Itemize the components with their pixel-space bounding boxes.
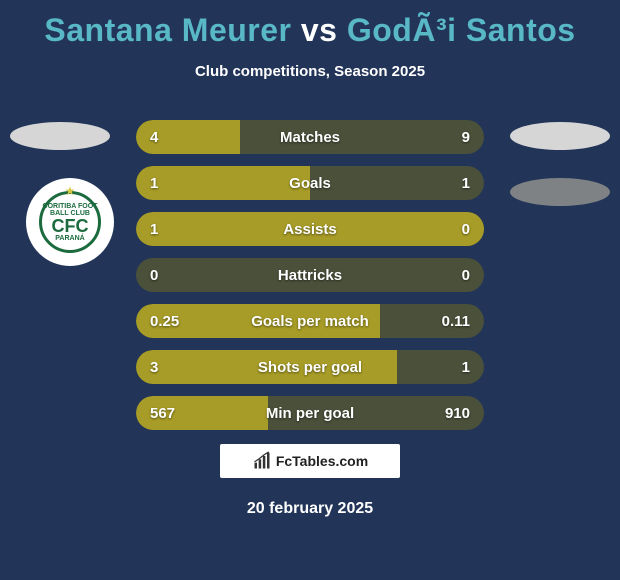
stat-label: Goals <box>136 166 484 200</box>
subtitle: Club competitions, Season 2025 <box>0 63 620 80</box>
stat-row: 4Matches9 <box>136 120 484 154</box>
stat-row: 1Goals1 <box>136 166 484 200</box>
date-text: 20 february 2025 <box>0 500 620 518</box>
stat-right-value: 910 <box>445 396 470 430</box>
stat-bars: 4Matches91Goals11Assists00Hattricks00.25… <box>136 120 484 442</box>
badge-bottom-text: PARANÁ <box>55 235 84 242</box>
player2-club-placeholder <box>510 178 610 206</box>
player1-name: Santana Meurer <box>44 12 291 48</box>
stat-row: 1Assists0 <box>136 212 484 246</box>
vs-separator: vs <box>301 12 338 48</box>
stat-label: Assists <box>136 212 484 246</box>
stat-right-value: 0 <box>462 212 470 246</box>
badge-center-text: CFC <box>52 217 89 235</box>
stat-right-value: 1 <box>462 166 470 200</box>
stat-label: Matches <box>136 120 484 154</box>
branding-text: FcTables.com <box>276 453 368 469</box>
badge-inner: CORITIBA FOOT BALL CLUB CFC PARANÁ <box>39 191 101 253</box>
stat-label: Min per goal <box>136 396 484 430</box>
stat-right-value: 9 <box>462 120 470 154</box>
stat-row: 0Hattricks0 <box>136 258 484 292</box>
comparison-title: Santana Meurer vs GodÃ³i Santos <box>0 0 620 49</box>
player1-photo-placeholder <box>10 122 110 150</box>
branding-badge: FcTables.com <box>220 444 400 478</box>
stat-row: 0.25Goals per match0.11 <box>136 304 484 338</box>
player2-photo-placeholder <box>510 122 610 150</box>
chart-icon <box>252 451 272 471</box>
stat-label: Goals per match <box>136 304 484 338</box>
player2-name: GodÃ³i Santos <box>347 12 576 48</box>
player1-club-badge: ★ CORITIBA FOOT BALL CLUB CFC PARANÁ <box>18 178 122 266</box>
stat-label: Hattricks <box>136 258 484 292</box>
badge-top-text: CORITIBA FOOT BALL CLUB <box>42 203 98 217</box>
stat-label: Shots per goal <box>136 350 484 384</box>
stat-right-value: 0.11 <box>442 304 470 338</box>
badge-star-icon: ★ <box>65 184 76 198</box>
stat-row: 567Min per goal910 <box>136 396 484 430</box>
stat-right-value: 0 <box>462 258 470 292</box>
badge-circle: ★ CORITIBA FOOT BALL CLUB CFC PARANÁ <box>26 178 114 266</box>
stat-right-value: 1 <box>462 350 470 384</box>
stat-row: 3Shots per goal1 <box>136 350 484 384</box>
